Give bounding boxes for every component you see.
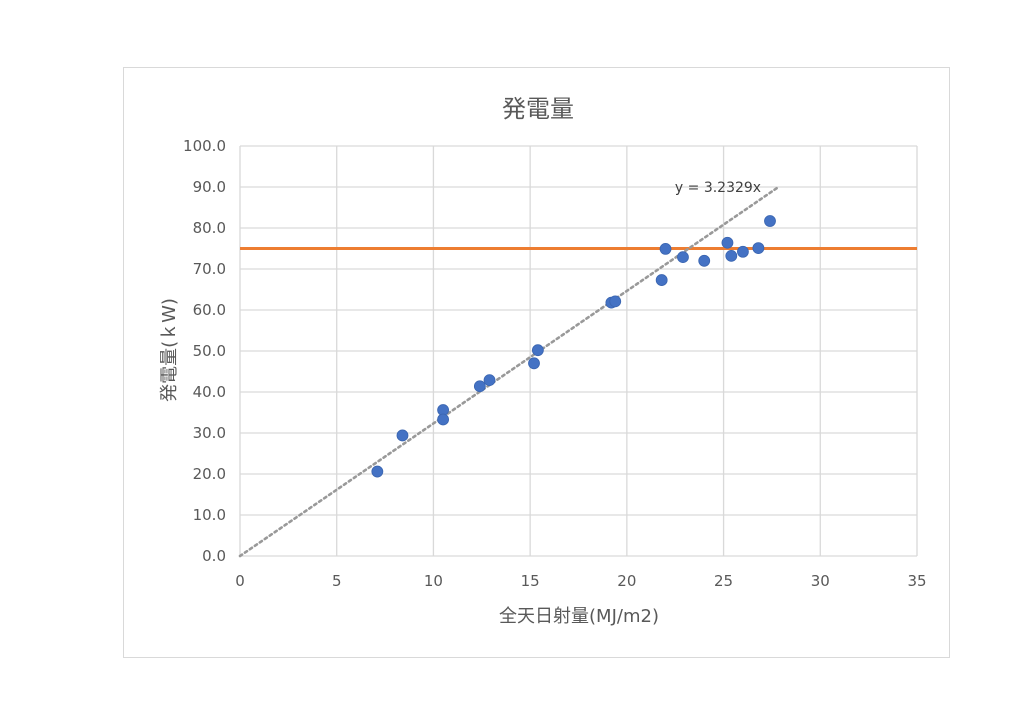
data-point <box>655 274 668 286</box>
data-point <box>396 429 409 442</box>
y-tick-label: 30.0 <box>193 424 226 442</box>
y-tick-label: 10.0 <box>193 506 226 524</box>
y-tick-label: 0.0 <box>202 547 226 565</box>
y-axis-title: 発電量(ｋW) <box>159 298 180 402</box>
data-point <box>737 245 749 258</box>
x-tick-label: 15 <box>521 572 540 590</box>
x-tick-label: 35 <box>907 572 926 590</box>
data-point <box>531 344 544 357</box>
data-point <box>483 374 496 387</box>
data-point <box>371 465 384 478</box>
y-tick-label: 50.0 <box>193 342 226 360</box>
x-tick-label: 5 <box>332 572 342 590</box>
data-point <box>528 357 540 370</box>
x-tick-label: 10 <box>424 572 443 590</box>
data-point <box>659 243 672 255</box>
x-axis-title: 全天日射量(MJ/m2) <box>499 606 659 627</box>
y-tick-label: 20.0 <box>193 465 226 483</box>
data-point <box>609 295 622 308</box>
y-tick-label: 70.0 <box>193 260 226 278</box>
y-tick-label: 90.0 <box>193 178 226 196</box>
data-point <box>698 254 711 267</box>
y-tick-label: 60.0 <box>193 301 226 319</box>
data-point <box>764 215 776 227</box>
trendline-equation: y = 3.2329x <box>675 180 761 196</box>
y-tick-label: 80.0 <box>193 219 226 237</box>
chart-title: 発電量 <box>502 95 574 123</box>
gridlines <box>239 145 918 557</box>
y-tick-label: 40.0 <box>193 383 226 401</box>
x-tick-label: 20 <box>617 572 636 590</box>
x-tick-label: 0 <box>235 572 245 590</box>
trendline <box>238 186 780 558</box>
tick-labels: 0 5 10 15 20 25 30 35 0.0 10.0 20.0 30.0 40.0 50.0 60.… <box>183 137 927 590</box>
y-tick-label: 100.0 <box>183 137 226 155</box>
data-point <box>721 236 734 249</box>
data-points <box>371 215 776 478</box>
trendline-layer <box>238 186 780 558</box>
data-point <box>473 380 486 393</box>
data-point <box>725 249 738 262</box>
data-point <box>752 242 765 254</box>
x-tick-label: 25 <box>714 572 733 590</box>
x-tick-label: 30 <box>811 572 830 590</box>
data-point <box>437 413 450 426</box>
data-point <box>677 251 689 264</box>
